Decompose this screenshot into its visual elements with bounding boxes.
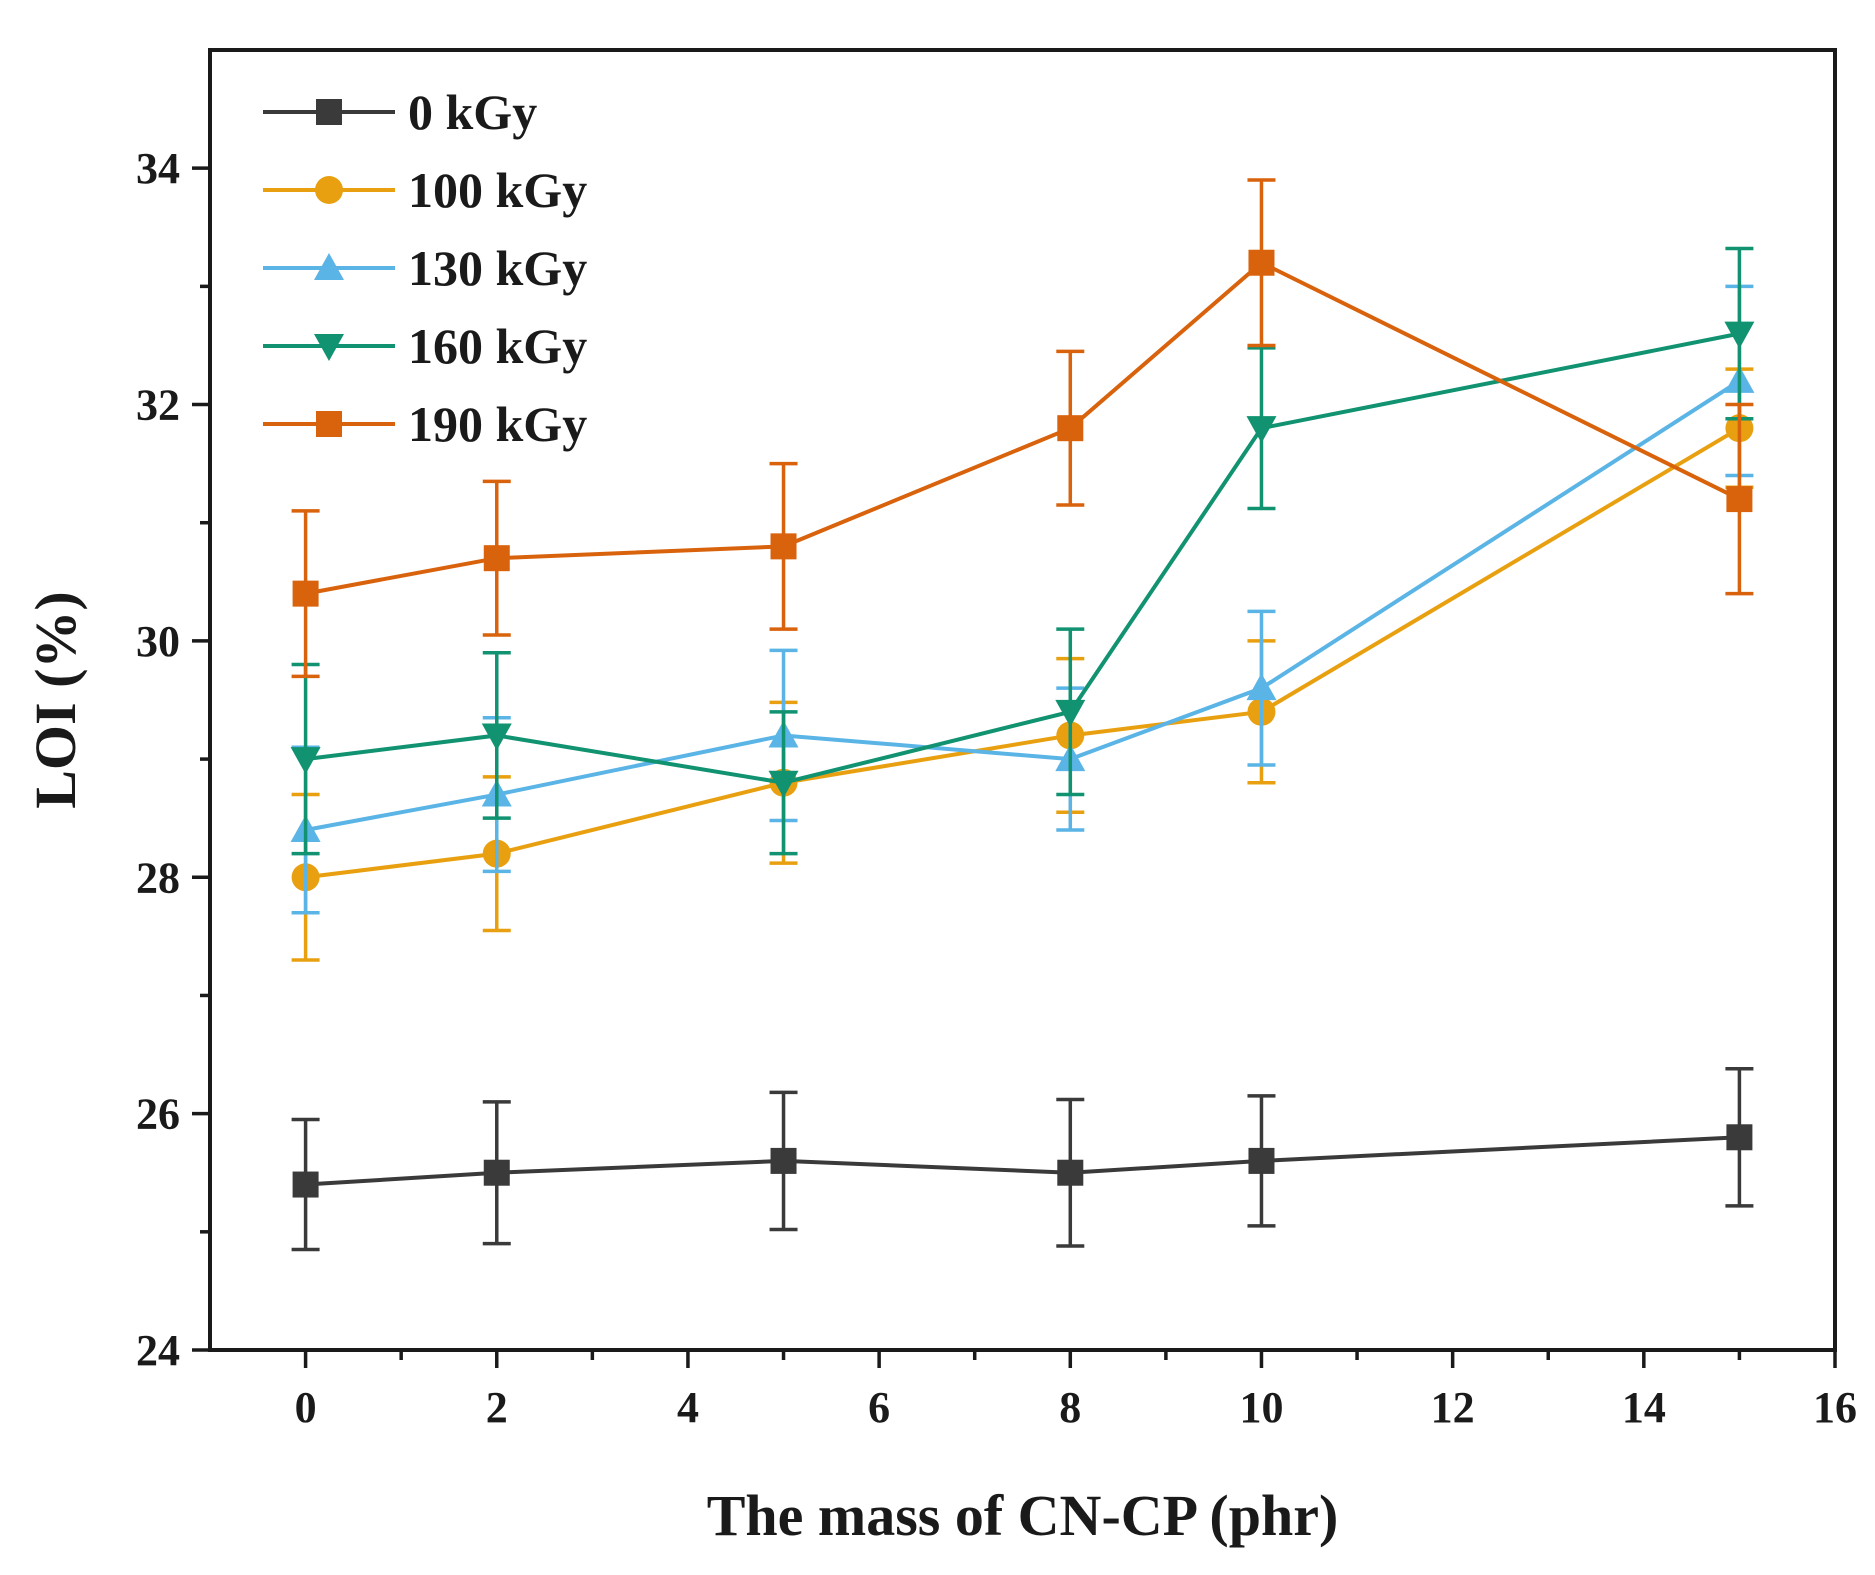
data-point bbox=[290, 747, 321, 775]
legend-marker bbox=[314, 334, 344, 361]
series-layer bbox=[290, 178, 1755, 1252]
legend-marker bbox=[316, 99, 342, 125]
x-tick-label: 16 bbox=[1813, 1383, 1857, 1432]
x-tick-label: 0 bbox=[295, 1383, 317, 1432]
data-point bbox=[292, 580, 319, 607]
y-tick-label: 30 bbox=[136, 617, 180, 666]
legend-item: 190 kGy bbox=[263, 396, 587, 452]
legend-marker bbox=[314, 253, 344, 280]
data-point bbox=[770, 1147, 797, 1174]
legend-marker bbox=[315, 176, 343, 204]
data-point bbox=[770, 533, 797, 560]
legend-item: 100 kGy bbox=[263, 162, 587, 218]
plot-frame bbox=[208, 48, 1837, 1352]
data-point bbox=[1057, 415, 1084, 442]
series-line bbox=[305, 1135, 1740, 1187]
data-point bbox=[1726, 486, 1753, 513]
legend-label: 130 kGy bbox=[408, 240, 587, 296]
y-tick-label: 26 bbox=[136, 1090, 180, 1139]
series-0-kgy bbox=[291, 1066, 1754, 1252]
y-axis-title: LOI (%) bbox=[23, 591, 88, 809]
legend: 0 kGy 100 kGy 130 kGy 160 kGy 190 kGy bbox=[263, 84, 587, 452]
series-190-kgy bbox=[291, 178, 1754, 679]
series-line bbox=[305, 426, 1741, 880]
legend-label: 160 kGy bbox=[408, 318, 587, 374]
x-tick-label: 8 bbox=[1059, 1383, 1081, 1432]
data-point bbox=[1726, 1124, 1753, 1151]
y-tick-label: 28 bbox=[136, 853, 180, 902]
data-point bbox=[481, 723, 512, 751]
legend-label: 100 kGy bbox=[408, 162, 587, 218]
legend-item: 0 kGy bbox=[263, 84, 537, 140]
data-point bbox=[1248, 249, 1275, 276]
data-point bbox=[1055, 699, 1086, 727]
data-point bbox=[292, 1171, 319, 1198]
data-point bbox=[1246, 673, 1277, 701]
data-point bbox=[483, 545, 510, 572]
series-line bbox=[305, 331, 1740, 785]
series-100-kgy bbox=[291, 367, 1754, 962]
legend-label: 190 kGy bbox=[408, 396, 587, 452]
x-tick-label: 12 bbox=[1431, 1383, 1475, 1432]
legend-item: 130 kGy bbox=[263, 240, 587, 296]
y-tick-label: 24 bbox=[136, 1326, 180, 1375]
x-tick-label: 10 bbox=[1239, 1383, 1283, 1432]
data-point bbox=[483, 1159, 510, 1186]
x-axis-title: The mass of CN-CP (phr) bbox=[707, 1483, 1339, 1548]
series-line bbox=[305, 260, 1741, 596]
x-tick-label: 2 bbox=[486, 1383, 508, 1432]
data-point bbox=[1246, 416, 1277, 444]
y-tick-label: 34 bbox=[136, 144, 180, 193]
x-tick-label: 4 bbox=[677, 1383, 699, 1432]
x-tick-label: 14 bbox=[1622, 1383, 1666, 1432]
data-point bbox=[768, 770, 799, 798]
y-tick-label: 32 bbox=[136, 381, 180, 430]
x-tick-label: 6 bbox=[868, 1383, 890, 1432]
data-point bbox=[1057, 1159, 1084, 1186]
legend-label: 0 kGy bbox=[408, 84, 537, 140]
data-point bbox=[1248, 1147, 1275, 1174]
legend-item: 160 kGy bbox=[263, 318, 587, 374]
legend-marker bbox=[316, 411, 342, 437]
data-point bbox=[1724, 321, 1755, 349]
